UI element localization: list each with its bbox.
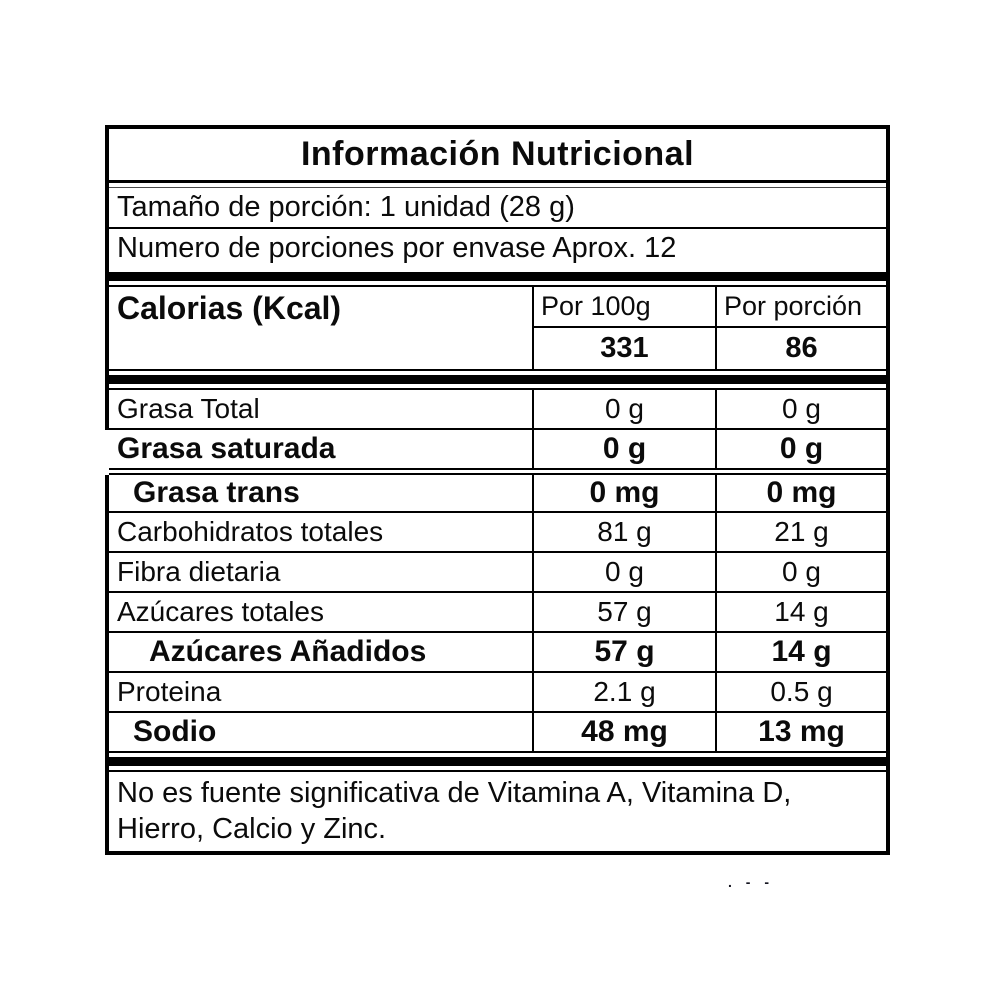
serving-size-line: Tamaño de porción: 1 unidad (28 g) bbox=[109, 187, 886, 229]
row-gap bbox=[109, 470, 886, 473]
per-100g-value: 0 g bbox=[532, 553, 715, 591]
per-portion-value: 0 g bbox=[715, 553, 886, 591]
per-100g-value: 57 g bbox=[532, 633, 715, 671]
nutrient-label: Proteina bbox=[117, 676, 222, 707]
calories-per-100g-value: 331 bbox=[532, 328, 715, 369]
per-portion-value: 14 g bbox=[715, 633, 886, 671]
per-portion-value: 0 mg bbox=[715, 475, 886, 511]
nutrient-label: Sodio bbox=[133, 715, 217, 748]
per-100g-value: 48 mg bbox=[532, 713, 715, 751]
table-row-carbohidratos: Carbohidratos totales 81 g 21 g bbox=[109, 513, 886, 553]
per-portion-value: 0 g bbox=[715, 390, 886, 428]
servings-per-container-text: Numero de porciones por envase Aprox. 12 bbox=[117, 232, 677, 264]
per-100g-value: 0 g bbox=[532, 390, 715, 428]
nutrient-label: Fibra dietaria bbox=[117, 556, 281, 587]
nutrient-label: Grasa Total bbox=[117, 393, 260, 424]
per-100g-value: 57 g bbox=[532, 593, 715, 631]
table-row-fibra: Fibra dietaria 0 g 0 g bbox=[109, 553, 886, 593]
label-title: Información Nutricional bbox=[109, 129, 886, 183]
per-100g-value: 81 g bbox=[532, 513, 715, 551]
per-100g-value: 0 g bbox=[532, 430, 715, 468]
calories-per-portion-value: 86 bbox=[715, 328, 886, 369]
nutrient-label: Grasa trans bbox=[133, 476, 300, 509]
table-row-grasa-trans: Grasa trans 0 mg 0 mg bbox=[109, 473, 886, 513]
per-100g-value: 2.1 g bbox=[532, 673, 715, 711]
per-portion-value: 14 g bbox=[715, 593, 886, 631]
scan-artifact: . - - bbox=[728, 874, 774, 890]
calories-section: Calorias (Kcal) Por 100g Por porción 331… bbox=[109, 285, 886, 371]
nutrient-label: Carbohidratos totales bbox=[117, 516, 384, 547]
table-row-azucares-anadidos: Azúcares Añadidos 57 g 14 g bbox=[109, 633, 886, 673]
per-portion-value: 0.5 g bbox=[715, 673, 886, 711]
table-row-azucares-totales: Azúcares totales 57 g 14 g bbox=[109, 593, 886, 633]
per-portion-value: 13 mg bbox=[715, 713, 886, 751]
table-row-sodio: Sodio 48 mg 13 mg bbox=[109, 713, 886, 753]
per-portion-column-header: Por porción bbox=[715, 287, 886, 328]
section-divider-bar bbox=[109, 272, 886, 281]
per-100g-column-header: Por 100g bbox=[532, 287, 715, 328]
nutrient-label: Azúcares totales bbox=[117, 596, 324, 627]
nutrition-label: Información Nutricional Tamaño de porció… bbox=[105, 125, 890, 855]
table-row-grasa-saturada: Grasa saturada 0 g 0 g bbox=[105, 430, 886, 475]
per-portion-value: 21 g bbox=[715, 513, 886, 551]
servings-per-container-line: Numero de porciones por envase Aprox. 12 bbox=[109, 229, 886, 268]
nutrients-table: Grasa Total 0 g 0 g Grasa saturada 0 g 0… bbox=[105, 388, 886, 753]
footnote: No es fuente significativa de Vitamina A… bbox=[109, 770, 886, 851]
footnote-line-2: Hierro, Calcio y Zinc. bbox=[117, 813, 387, 845]
table-row-proteina: Proteina 2.1 g 0.5 g bbox=[109, 673, 886, 713]
section-divider-bar bbox=[109, 757, 886, 766]
nutrient-label: Grasa saturada bbox=[117, 432, 336, 465]
footnote-line-1: No es fuente significativa de Vitamina A… bbox=[117, 777, 792, 809]
table-row-grasa-total: Grasa Total 0 g 0 g bbox=[109, 390, 886, 430]
per-portion-value: 0 g bbox=[715, 430, 886, 468]
per-100g-value: 0 mg bbox=[532, 475, 715, 511]
calories-label: Calorias (Kcal) bbox=[117, 290, 342, 326]
section-divider-bar bbox=[109, 375, 886, 384]
nutrient-label: Azúcares Añadidos bbox=[149, 635, 427, 668]
serving-size-text: Tamaño de porción: 1 unidad (28 g) bbox=[117, 191, 575, 223]
